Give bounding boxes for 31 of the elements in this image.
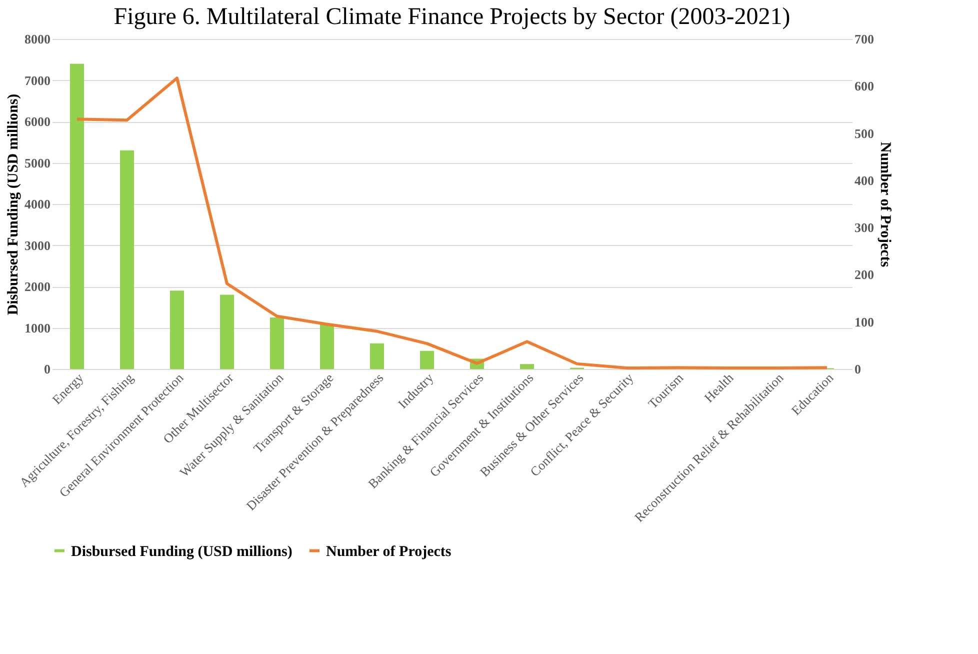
legend-label: Disbursed Funding (USD millions) bbox=[71, 544, 292, 560]
bar bbox=[120, 150, 134, 369]
y-tick-label: 1000 bbox=[24, 320, 50, 336]
y2-tick-label: 600 bbox=[854, 78, 874, 94]
y-tick-label: 7000 bbox=[24, 72, 50, 88]
y2-tick-label: 300 bbox=[854, 220, 874, 236]
y-tick-label: 8000 bbox=[24, 32, 50, 46]
bar bbox=[320, 324, 334, 369]
y-tick-label: 5000 bbox=[24, 155, 50, 170]
y2-tick-label: 0 bbox=[854, 362, 861, 376]
y2-tick-label: 200 bbox=[854, 267, 874, 282]
y2-tick-label: 500 bbox=[854, 126, 874, 141]
bar bbox=[420, 350, 434, 369]
bar bbox=[170, 290, 184, 369]
y-tick-label: 4000 bbox=[24, 196, 50, 212]
bar bbox=[70, 64, 84, 369]
y-tick-label: 3000 bbox=[24, 238, 50, 253]
bar bbox=[520, 364, 534, 369]
y-tick-label: 0 bbox=[44, 362, 50, 376]
y-axis-title: Disbursed Funding (USD millions) bbox=[6, 94, 22, 316]
chart-title: Figure 6. Multilateral Climate Finance Projects by Sector (2003-2021) bbox=[114, 4, 790, 30]
legend-label: Number of Projects bbox=[326, 544, 452, 560]
y2-tick-label: 400 bbox=[854, 172, 874, 188]
y2-tick-label: 100 bbox=[854, 314, 874, 330]
y2-axis-title: Number of Projects bbox=[877, 142, 893, 268]
y2-tick-label: 700 bbox=[854, 32, 874, 46]
bar bbox=[270, 317, 284, 369]
y-tick-label: 2000 bbox=[24, 279, 50, 294]
bar bbox=[370, 343, 384, 369]
bar bbox=[220, 294, 234, 369]
y-tick-label: 6000 bbox=[24, 114, 50, 129]
